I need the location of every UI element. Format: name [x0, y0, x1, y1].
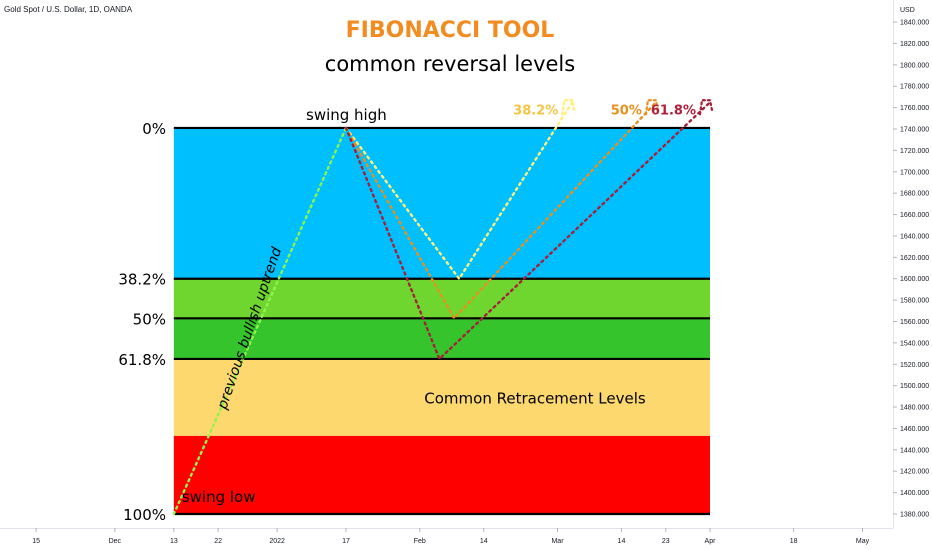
time-tick-label: Mar: [551, 538, 564, 545]
retracement-path-61-8pct: [344, 101, 712, 362]
price-tick-label: 1700.000: [900, 169, 929, 176]
price-tick-label: 1500.000: [900, 383, 929, 390]
fib-level-lines: [173, 126, 710, 516]
price-tick-label: 1540.000: [900, 340, 929, 347]
time-tick-label: May: [856, 538, 870, 545]
retracement-arrow-head: [698, 99, 714, 116]
swing-low-label: swing low: [182, 488, 256, 506]
time-tick-label: 17: [342, 538, 350, 545]
retracement-arrow-head: [561, 99, 576, 116]
chart-title: FIBONACCI TOOL: [345, 18, 555, 43]
symbol-label: Gold Spot / U.S. Dollar, 1D, OANDA: [4, 5, 133, 14]
price-tick-label: 1480.000: [900, 405, 929, 412]
price-tick-label: 1560.000: [900, 319, 929, 326]
fib-level-label: 38.2%: [118, 271, 166, 289]
price-axis-unit: USD: [900, 7, 915, 14]
zone-label: Common Retracement Levels: [424, 390, 646, 408]
price-tick-label: 1440.000: [900, 447, 929, 454]
fib-zone-4: [173, 435, 711, 514]
fib-zone-2: [173, 318, 711, 359]
price-tick-label: 1580.000: [900, 298, 929, 305]
time-tick-label: 14: [480, 538, 488, 545]
chart-subtitle: common reversal levels: [324, 52, 576, 76]
time-tick-label: Apr: [705, 538, 717, 545]
retracement-label: 38.2%: [513, 103, 558, 118]
price-tick-label: 1640.000: [900, 233, 929, 240]
price-tick-label: 1520.000: [900, 362, 929, 369]
time-tick-label: Feb: [414, 538, 426, 545]
retracement-label: 61.8%: [651, 103, 696, 118]
price-tick-label: 1660.000: [900, 212, 929, 219]
time-tick-label: 23: [662, 538, 670, 545]
price-tick-label: 1600.000: [900, 276, 929, 283]
price-tick-label: 1760.000: [900, 105, 929, 112]
fib-zone-0: [173, 127, 711, 279]
price-tick-label: 1780.000: [900, 84, 929, 91]
time-tick-label: 18: [790, 538, 798, 545]
time-tick-label: 22: [214, 538, 222, 545]
fib-zone-3: [173, 358, 711, 436]
price-tick-label: 1800.000: [900, 62, 929, 69]
swing-high-label: swing high: [306, 106, 387, 124]
price-tick-label: 1380.000: [900, 512, 929, 519]
fib-zones: [173, 127, 711, 514]
price-tick-label: 1400.000: [900, 490, 929, 497]
price-tick-label: 1620.000: [900, 255, 929, 262]
retracement-arrow-head: [644, 99, 659, 116]
price-tick-label: 1420.000: [900, 469, 929, 476]
price-axis: USD 1380.000 1400.000 1420.000 1440.000 1460.…: [893, 0, 929, 528]
retracement-path-38-2pct: [344, 101, 574, 281]
time-tick-label: 15: [32, 538, 40, 545]
fib-level-label: 0%: [142, 120, 166, 138]
time-axis: 15 Dec 13 22 2022 17 Feb 14 Mar 14 23 Apr 18 May: [0, 528, 893, 545]
time-tick-label: Dec: [109, 538, 122, 545]
fib-level-label: 100%: [123, 506, 166, 524]
fib-level-label: 61.8%: [118, 351, 166, 369]
price-paths: [172, 99, 714, 516]
price-tick-label: 1720.000: [900, 148, 929, 155]
uptrend-line: [172, 126, 348, 516]
price-tick-label: 1740.000: [900, 127, 929, 134]
time-tick-label: 13: [170, 538, 178, 545]
price-tick-label: 1840.000: [900, 20, 929, 27]
time-tick-label: 2022: [269, 538, 285, 545]
fib-level-label: 50%: [133, 310, 166, 328]
retracement-label: 50%: [611, 103, 642, 118]
price-tick-label: 1460.000: [900, 426, 929, 433]
time-tick-label: 14: [618, 538, 626, 545]
retracement-path-50pct: [344, 101, 658, 321]
price-tick-label: 1820.000: [900, 41, 929, 48]
price-tick-label: 1680.000: [900, 191, 929, 198]
